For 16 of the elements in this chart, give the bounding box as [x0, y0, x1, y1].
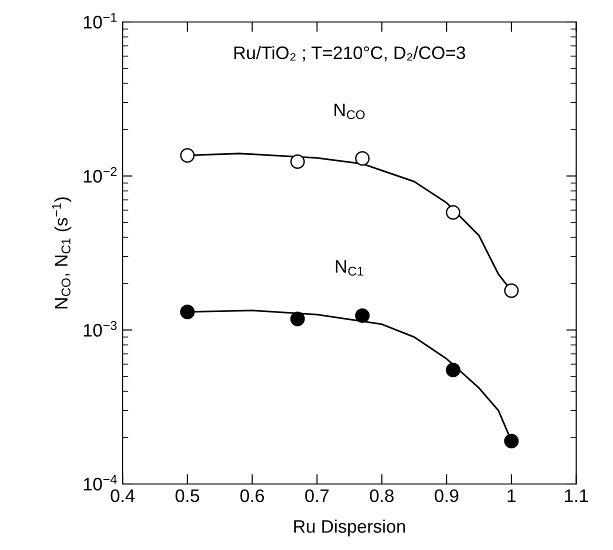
x-tick-label: 0.8: [370, 489, 394, 502]
series-label: N$_{CO}$: [334, 104, 365, 120]
y-tick-label: 10$^{−1}$: [84, 13, 117, 29]
x-tick-label: 0.4: [110, 489, 135, 502]
y-tick-label: 10$^{−2}$: [84, 167, 117, 183]
x-tick-label: 1.1: [565, 490, 588, 502]
x-tick-label: 1: [508, 490, 516, 502]
y-tick-label: 10$^{−3}$: [84, 321, 117, 337]
x-tick-label: 0.5: [176, 489, 200, 502]
x-tick-label: 0.6: [240, 489, 264, 502]
y-axis-title: N$_{CO}$, N$_{C1}$ (s$^{−1}$): [52, 197, 72, 308]
series-label: N$_{C1}$: [336, 260, 364, 276]
x-tick-label: 0.9: [434, 489, 458, 502]
x-axis-title: Ru Dispersion: [294, 520, 405, 536]
x-tick-label: 0.7: [305, 489, 329, 502]
annotation: Ru/TiO₂ ; T=210°C, D₂/CO=3: [234, 46, 466, 62]
